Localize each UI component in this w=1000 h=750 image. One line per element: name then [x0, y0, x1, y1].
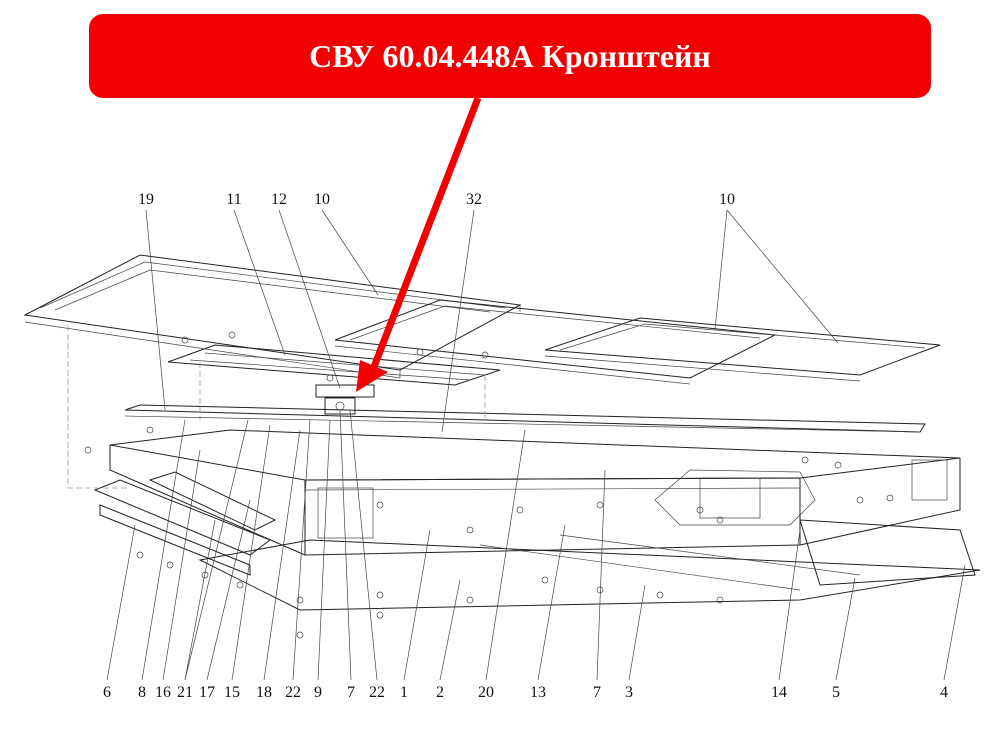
red-arrow [356, 96, 482, 392]
bolt [716, 516, 724, 524]
callout-label-bottom: 13 [530, 684, 546, 701]
callout-label-bottom: 9 [314, 684, 322, 701]
callout-label-top: 12 [271, 191, 287, 208]
leader-line [184, 519, 216, 681]
bolt [596, 501, 604, 509]
callout-label-bottom: 2 [436, 684, 444, 701]
callout-label-bottom: 1 [400, 684, 408, 701]
bottom-pan [198, 519, 981, 611]
callout-label-top: 19 [138, 191, 154, 208]
leader-line [349, 409, 378, 681]
leader-line [321, 209, 379, 296]
callout-label-bottom: 7 [347, 684, 355, 701]
callout-label-bottom: 7 [593, 684, 601, 701]
bolt [228, 331, 236, 339]
callout-label-bottom: 20 [478, 684, 494, 701]
leader-line [943, 564, 966, 681]
leader-line [145, 209, 166, 411]
bolt [416, 348, 424, 356]
leader-line [628, 584, 646, 681]
leader-line [537, 524, 566, 681]
top-panel-left [23, 254, 522, 379]
bolt [376, 611, 384, 619]
callout-labels: 19 11 12 10 32 106 8 16 21 17 15 18 22 9 7 22 1 2 20 13 7 3 14… [103, 191, 948, 701]
fasteners [84, 331, 894, 639]
callout-label-bottom: 4 [940, 684, 948, 701]
callout-label-top: 32 [466, 191, 482, 208]
bolt [541, 576, 549, 584]
leader-line [206, 499, 251, 681]
leader-line [263, 429, 301, 681]
leader-line [726, 209, 839, 344]
side-flaps [93, 471, 277, 576]
callout-label-bottom: 16 [155, 684, 171, 701]
callout-label-top: 10 [719, 191, 735, 208]
callout-label-bottom: 18 [256, 684, 272, 701]
rail [124, 404, 926, 433]
callout-label-bottom: 17 [199, 684, 215, 701]
leader-line [141, 419, 186, 681]
bolt [656, 591, 664, 599]
leader-line [292, 419, 311, 681]
leader-line [439, 579, 461, 681]
leader-line [162, 449, 201, 681]
bolt [466, 526, 474, 534]
title-banner: СВУ 60.04.448А Кронштейн [89, 14, 931, 98]
callout-label-bottom: 15 [224, 684, 240, 701]
callout-label-bottom: 3 [625, 684, 633, 701]
leader-line [714, 209, 728, 331]
callout-label-bottom: 5 [832, 684, 840, 701]
leader-line [596, 469, 606, 681]
leader-line [231, 424, 271, 681]
leader-line [778, 529, 801, 681]
bolt [376, 501, 384, 509]
bolt [801, 456, 809, 464]
bolt [146, 426, 154, 434]
callout-label-bottom: 22 [285, 684, 301, 701]
leader-line [233, 209, 286, 356]
main-frame [109, 429, 961, 556]
bolt [326, 374, 334, 382]
leader-line [339, 409, 352, 681]
bolt [466, 596, 474, 604]
bolt [516, 506, 524, 514]
bolt [296, 596, 304, 604]
callout-label-bottom: 14 [771, 684, 787, 701]
bolt [136, 551, 144, 559]
bolt [296, 631, 304, 639]
callout-label-top: 11 [226, 191, 241, 208]
drawing-body [23, 254, 981, 639]
bolt [236, 581, 244, 589]
leader-line [403, 529, 431, 681]
bolt [696, 506, 704, 514]
bolt [376, 591, 384, 599]
bolt [834, 461, 842, 469]
leader-line [485, 429, 526, 681]
bolt [716, 596, 724, 604]
top-panel-right [544, 317, 941, 382]
callout-label-bottom: 22 [369, 684, 385, 701]
leader-line [835, 577, 856, 681]
leader-line [441, 209, 475, 433]
top-panel-middle [334, 299, 777, 385]
callout-label-bottom: 6 [103, 684, 111, 701]
bolt [886, 494, 894, 502]
leader-line [106, 524, 136, 681]
bolt [166, 561, 174, 569]
callout-label-bottom: 21 [177, 684, 193, 701]
callout-label-bottom: 8 [138, 684, 146, 701]
hidden-lines [67, 325, 486, 489]
leader-lines [106, 209, 966, 681]
bolt [84, 446, 92, 454]
callout-label-top: 10 [314, 191, 330, 208]
leader-line [278, 209, 341, 389]
leader-line [184, 419, 249, 681]
bolt [181, 336, 189, 344]
bolt [856, 496, 864, 504]
leader-line [317, 419, 331, 681]
bolt [481, 351, 489, 359]
part-title: СВУ 60.04.448А Кронштейн [309, 37, 711, 74]
